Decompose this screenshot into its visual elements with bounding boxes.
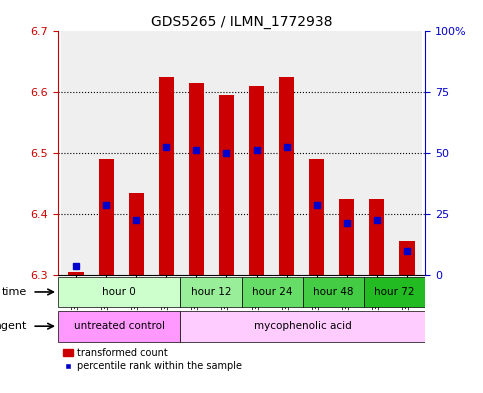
Bar	[91, 31, 121, 275]
Bar	[242, 31, 271, 275]
Text: hour 72: hour 72	[374, 287, 415, 297]
Bar	[121, 31, 151, 275]
Title: GDS5265 / ILMN_1772938: GDS5265 / ILMN_1772938	[151, 15, 332, 29]
Legend: transformed count, percentile rank within the sample: transformed count, percentile rank withi…	[63, 348, 242, 371]
Bar	[339, 199, 355, 275]
Bar	[392, 31, 422, 275]
Bar	[399, 241, 414, 275]
FancyBboxPatch shape	[364, 277, 425, 307]
Bar	[159, 77, 174, 275]
FancyBboxPatch shape	[242, 277, 303, 307]
Text: agent: agent	[0, 321, 27, 331]
Bar	[151, 31, 181, 275]
Bar	[362, 31, 392, 275]
Bar	[61, 31, 91, 275]
Bar	[128, 193, 144, 275]
Bar	[369, 199, 384, 275]
Bar	[332, 31, 362, 275]
Bar	[302, 31, 332, 275]
Bar	[271, 31, 302, 275]
Text: hour 48: hour 48	[313, 287, 354, 297]
FancyBboxPatch shape	[303, 277, 364, 307]
FancyBboxPatch shape	[180, 277, 242, 307]
FancyBboxPatch shape	[58, 311, 180, 342]
Bar	[99, 159, 114, 275]
Bar	[189, 83, 204, 275]
Text: hour 24: hour 24	[252, 287, 292, 297]
Bar	[219, 95, 234, 275]
FancyBboxPatch shape	[180, 311, 425, 342]
FancyBboxPatch shape	[58, 277, 180, 307]
Bar	[212, 31, 242, 275]
Bar	[181, 31, 212, 275]
Bar	[69, 272, 84, 275]
Text: time: time	[1, 287, 27, 297]
Bar	[279, 77, 294, 275]
Text: mycophenolic acid: mycophenolic acid	[254, 321, 352, 331]
Text: hour 12: hour 12	[191, 287, 231, 297]
Bar	[249, 86, 264, 275]
Text: hour 0: hour 0	[102, 287, 136, 297]
Text: untreated control: untreated control	[73, 321, 165, 331]
Bar	[309, 159, 324, 275]
